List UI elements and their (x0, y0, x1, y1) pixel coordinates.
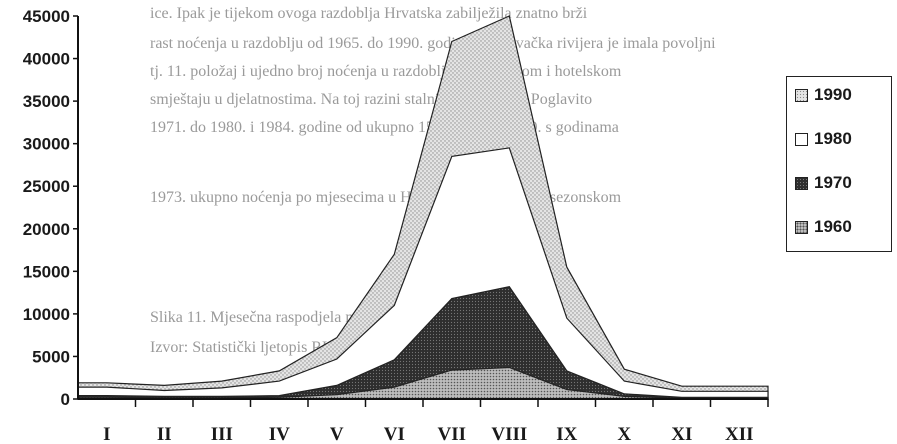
y-tick-label: 40000 (23, 50, 70, 69)
y-tick-label: 0 (61, 390, 70, 409)
x-tick-label: IX (556, 424, 577, 444)
legend: 1990 1980 1970 1960 (786, 76, 892, 252)
x-axis-ticks: I II III IV V VI VII VIII IX X XI XII (103, 399, 769, 444)
background-text-line: Izvor: Statistički ljetopis RH (150, 339, 334, 356)
background-text-line: tj. 11. položaj i ujedno broj noćenja u … (150, 63, 622, 80)
y-tick-label: 35000 (23, 92, 70, 111)
legend-item-1970: 1970 (795, 173, 852, 193)
y-tick-label: 45000 (23, 7, 70, 26)
background-text-line: rast noćenja u razdoblju od 1965. do 199… (150, 35, 716, 52)
x-tick-label: XII (725, 424, 754, 444)
y-tick-label: 10000 (23, 305, 70, 324)
series-area-1970 (77, 286, 769, 400)
x-tick-label: VIII (491, 424, 527, 444)
legend-label: 1980 (814, 129, 852, 148)
y-tick-label: 30000 (23, 135, 70, 154)
x-tick-label: IV (269, 424, 290, 444)
legend-swatch (795, 132, 808, 146)
x-tick-label: III (211, 424, 233, 444)
x-tick-label: XI (671, 424, 692, 444)
legend-label: 1970 (814, 173, 852, 192)
background-text-line: ice. Ipak je tijekom ovoga razdoblja Hrv… (150, 5, 588, 22)
legend-label: 1960 (814, 217, 852, 236)
y-tick-label: 20000 (23, 220, 70, 239)
x-tick-label: I (103, 424, 110, 444)
legend-swatch (795, 220, 808, 234)
y-tick-label: 25000 (23, 177, 70, 196)
y-tick-label: 15000 (23, 262, 70, 281)
series-area-1990 (77, 15, 769, 400)
legend-item-1960: 1960 (795, 217, 852, 237)
legend-swatch (795, 176, 808, 190)
legend-item-1980: 1980 (795, 129, 852, 149)
y-axis-ticks: 45000 40000 35000 30000 25000 20000 15000 10000… (23, 7, 78, 409)
legend-swatch (795, 88, 808, 102)
background-text-line: 1971. do 1980. i 1984. godine od ukupno … (150, 119, 619, 136)
x-tick-label: VI (384, 424, 405, 444)
x-tick-label: VII (438, 424, 467, 444)
legend-item-1990: 1990 (795, 85, 852, 105)
x-tick-label: X (617, 424, 631, 444)
series-area-1980 (77, 147, 769, 400)
series-areas (77, 15, 769, 400)
x-tick-label: II (157, 424, 172, 444)
y-tick-label: 5000 (32, 347, 70, 366)
x-tick-label: V (330, 424, 344, 444)
legend-label: 1990 (814, 85, 852, 104)
